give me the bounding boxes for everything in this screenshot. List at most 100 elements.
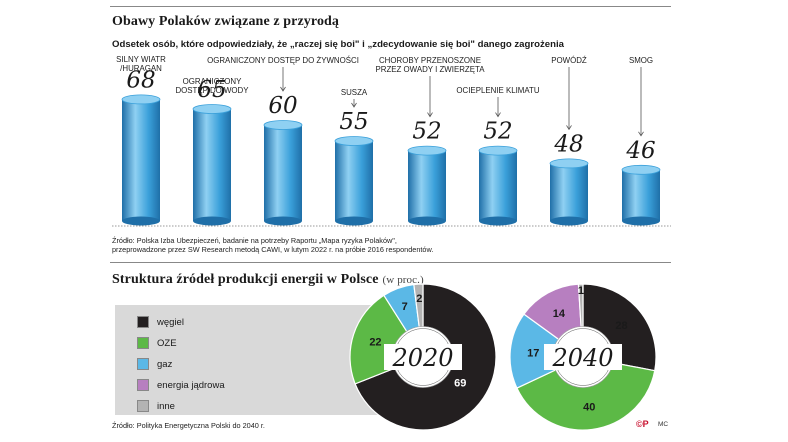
category-label: OGRANICZONY DOSTĘP DO ŻYWNOŚCI xyxy=(207,56,359,65)
bar xyxy=(122,99,160,221)
category-label: SILNY WIATR xyxy=(116,55,166,64)
leader-arrow xyxy=(280,86,286,92)
slice-value-label: 28 xyxy=(615,320,627,332)
category-label: SMOG xyxy=(629,56,653,65)
bar-group: 48 POWÓDŹ xyxy=(549,56,589,226)
bar xyxy=(264,125,302,221)
bar-top xyxy=(621,164,661,175)
chart1-source: Źródło: Polska Izba Ubezpieczeń, badanie… xyxy=(112,236,433,254)
chart1-source-line1: Źródło: Polska Izba Ubezpieczeń, badanie… xyxy=(112,236,397,245)
leader-arrow xyxy=(638,131,644,137)
bar-base xyxy=(193,216,231,226)
bar xyxy=(193,109,231,221)
chart2-title: Struktura źródeł produkcji energii w Pol… xyxy=(112,272,379,287)
bar-base xyxy=(408,216,446,226)
bar-base xyxy=(622,216,660,226)
chart2-unit: (w proc.) xyxy=(382,274,424,286)
bar-value-label: 60 xyxy=(268,93,297,119)
category-label: DOSTĘP DO WODY xyxy=(175,86,249,95)
bar-top xyxy=(263,120,303,130)
legend-item-oze: OZE xyxy=(137,336,177,350)
donut-2020: 69 22 72 2020 xyxy=(349,283,497,431)
bar-value-label: 52 xyxy=(483,119,512,145)
category-label: OCIEPLENIE KLIMATU xyxy=(456,86,539,95)
bar-group: 46 SMOG xyxy=(621,56,661,226)
leader-arrow xyxy=(351,102,357,108)
legend-item-energia-jadrowa: energia jądrowa xyxy=(137,378,225,392)
category-label: SUSZA xyxy=(341,88,368,97)
legend-item-wegiel: węgiel xyxy=(137,315,184,329)
legend: węgiel OZE gaz energia jądrowa inne xyxy=(115,305,390,415)
bar-top xyxy=(407,145,447,156)
legend-label: gaz xyxy=(157,358,173,370)
legend-label: energia jądrowa xyxy=(157,379,225,391)
bar-base xyxy=(264,216,302,226)
slice-value-label: 40 xyxy=(583,402,595,414)
bar-top xyxy=(334,136,374,146)
middle-rule xyxy=(110,262,671,263)
bar-top xyxy=(478,145,518,156)
bar-top xyxy=(192,104,232,114)
category-label: PRZEZ OWADY I ZWIERZĘTA xyxy=(375,65,485,74)
slice-value-label: 7 xyxy=(402,301,408,313)
bar-group: 60 OGRANICZONY DOSTĘP DO ŻYWNOŚCI xyxy=(207,56,359,226)
bar-group: 52 OCIEPLENIE KLIMATU xyxy=(456,86,540,226)
category-label: /HURAGAN xyxy=(120,64,162,73)
author-credit: MC xyxy=(658,421,669,428)
category-label: OGRANICZONY xyxy=(183,77,242,86)
bar-value-label: 46 xyxy=(625,138,655,164)
bar xyxy=(408,150,446,221)
chart2-source: Źródło: Polityka Energetyczna Polski do … xyxy=(112,421,265,430)
bar-value-label: 68 xyxy=(126,67,155,93)
legend-item-gaz: gaz xyxy=(137,357,172,371)
legend-item-inne: inne xyxy=(137,399,175,413)
donut-2040: 28 40 17 14 1 2040 xyxy=(509,283,657,431)
bar xyxy=(479,150,517,221)
year-label: 2020 xyxy=(391,344,453,372)
category-label: CHOROBY PRZENOSZONE xyxy=(379,56,481,65)
bar-base xyxy=(122,216,160,226)
bar-top xyxy=(121,94,161,105)
year-label: 2040 xyxy=(551,344,613,372)
year-badge xyxy=(384,344,462,370)
bar-base xyxy=(550,216,588,226)
bar-value-label: 55 xyxy=(339,109,368,135)
slice-value-label: 2 xyxy=(416,293,422,305)
bar-group: 68 SILNY WIATR/HURAGAN xyxy=(116,55,166,226)
bar-value-label: 52 xyxy=(412,119,441,145)
bar xyxy=(550,163,588,221)
leader-arrow xyxy=(427,112,433,118)
chart1-title: Obawy Polaków związane z przyrodą xyxy=(112,14,340,29)
leader-arrow xyxy=(495,112,501,118)
chart2-title-row: Struktura źródeł produkcji energii w Pol… xyxy=(112,272,424,288)
bar-top xyxy=(549,158,589,169)
legend-swatch xyxy=(137,337,149,349)
legend-label: inne xyxy=(157,400,175,412)
legend-label: OZE xyxy=(157,337,177,349)
chart1-subtitle: Odsetek osób, które odpowiedziały, że „r… xyxy=(112,39,564,50)
slice-value-label: 1 xyxy=(578,285,584,297)
legend-swatch xyxy=(137,316,149,328)
top-rule xyxy=(110,6,671,7)
bar xyxy=(335,141,373,221)
bar-base xyxy=(335,216,373,226)
legend-label: węgiel xyxy=(157,316,184,328)
legend-swatch xyxy=(137,400,149,412)
bar xyxy=(622,169,660,221)
slice-value-label: 22 xyxy=(369,337,381,349)
legend-swatch xyxy=(137,358,149,370)
slice-value-label: 69 xyxy=(454,377,466,389)
category-label: POWÓDŹ xyxy=(551,56,587,65)
bar-base xyxy=(479,216,517,226)
slice-value-label: 17 xyxy=(527,347,539,359)
bar-group: 55 SUSZA xyxy=(334,88,374,226)
chart1-source-line2: przeprowadzone przez SW Research metodą … xyxy=(112,245,434,254)
slice-value-label: 14 xyxy=(553,308,566,320)
bar-value-label: 65 xyxy=(197,77,226,103)
leader-arrow xyxy=(566,125,572,131)
bar-value-label: 48 xyxy=(553,131,583,157)
